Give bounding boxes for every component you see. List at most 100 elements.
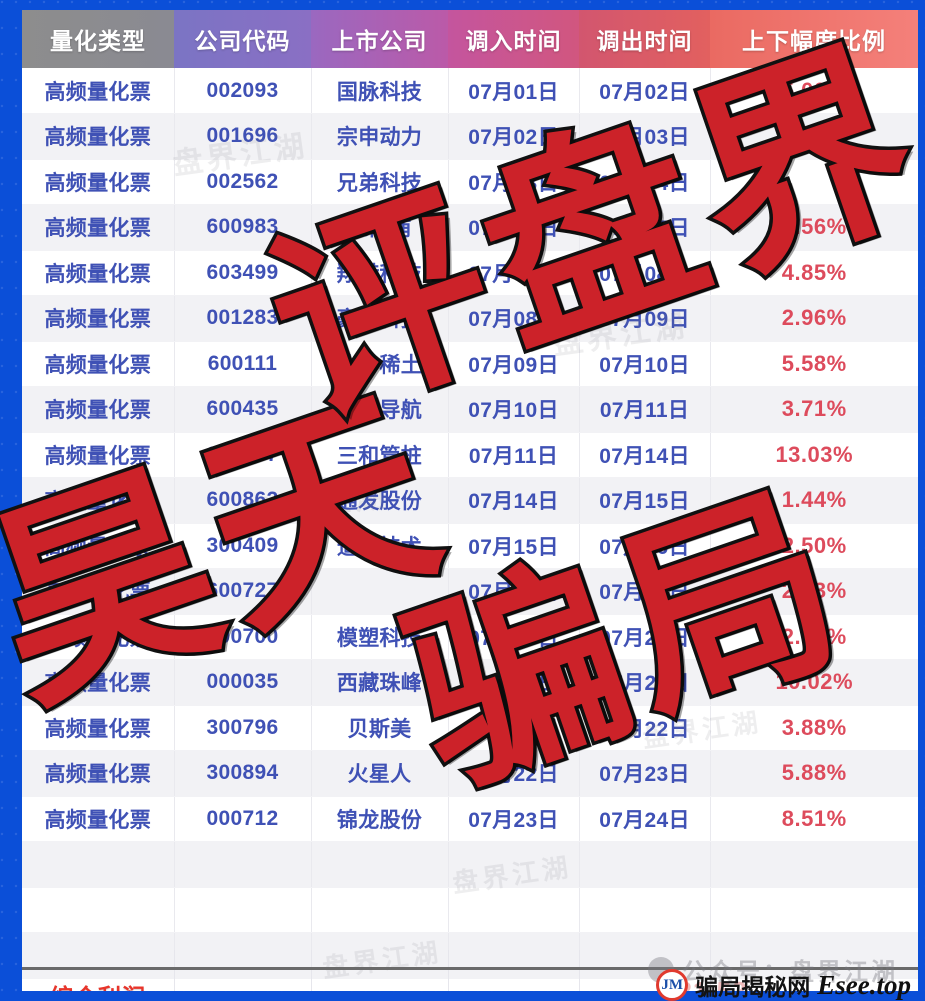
cell-type: 高频量化票 bbox=[22, 341, 175, 387]
table-row[interactable]: 高频量化票 600983 惠而浦 07月04日 07月07日 3.56% bbox=[22, 204, 918, 251]
cell-company: 道氏技术 bbox=[311, 523, 449, 569]
cell-code: 600111 bbox=[174, 341, 312, 387]
cell-date-in: 07月04日 bbox=[448, 204, 580, 251]
table-row[interactable]: 高频量化票 600727 07月16日 07月17日 2.43% bbox=[22, 568, 918, 615]
table-row-blank[interactable] bbox=[22, 841, 918, 888]
cell-pct bbox=[710, 159, 918, 205]
cell-date-in: 07月02日 bbox=[448, 113, 580, 160]
cell-company: 国脉科技 bbox=[311, 68, 449, 114]
table-row[interactable]: 高频量化票 600862 通发股份 07月14日 07月15日 1.44% bbox=[22, 477, 918, 524]
cell-date-out: 07月03日 bbox=[579, 113, 711, 160]
spreadsheet-sheet: 盘界江湖 盘界江湖 盘界江湖 量化类型 公司代码 上市公司 调入时间 调出时间 … bbox=[22, 10, 918, 991]
cell-company: 三和管桩 bbox=[311, 432, 449, 478]
cell-pct: 4.85% bbox=[710, 250, 918, 296]
summary-label: 综合利润 bbox=[50, 978, 146, 991]
table-row[interactable]: 高频量化票 000035 西藏珠峰 07月20日 07月21日 10.02% bbox=[22, 659, 918, 706]
table-row[interactable]: 高频量化票 600435 北方导航 07月10日 07月11日 3.71% bbox=[22, 386, 918, 433]
cell-company: 北方导航 bbox=[311, 386, 449, 433]
cell-company: 翔港科技 bbox=[311, 250, 449, 296]
cell-company: 豪鹏科技 bbox=[311, 295, 449, 342]
cell-company: 兄弟科技 bbox=[311, 159, 449, 205]
cell-code: 600983 bbox=[174, 204, 312, 251]
cell-blank bbox=[448, 887, 580, 933]
cell-code: 002562 bbox=[174, 159, 312, 205]
cell-date-out: 07月02日 bbox=[579, 68, 711, 114]
cell-date-in: 07月08日 bbox=[448, 295, 580, 342]
column-header-company[interactable]: 上市公司 bbox=[311, 10, 448, 68]
cell-date-out: 07月23日 bbox=[579, 750, 711, 797]
table-header: 量化类型 公司代码 上市公司 调入时间 调出时间 上下幅度比例 bbox=[22, 10, 918, 68]
cell-type: 高频量化票 bbox=[22, 113, 175, 160]
cell-type: 高频量化票 bbox=[22, 796, 175, 842]
cell-pct: 3.71% bbox=[710, 386, 918, 433]
site-badge-domain: Esee.top bbox=[817, 969, 911, 1000]
table-row[interactable]: 高频量化票 001283 豪鹏科技 07月08日 07月09日 2.96% bbox=[22, 295, 918, 342]
cell-blank bbox=[710, 841, 918, 888]
column-header-date-out[interactable]: 调出时间 bbox=[579, 10, 710, 68]
cell-date-in: 07月07日 bbox=[448, 250, 580, 296]
cell-type: 高频量化票 bbox=[22, 432, 175, 478]
cell-blank bbox=[710, 932, 918, 979]
cell-blank bbox=[448, 841, 580, 888]
quant-stock-table: 量化类型 公司代码 上市公司 调入时间 调出时间 上下幅度比例 高频量化票 002… bbox=[22, 10, 918, 979]
cell-date-out: 07月10日 bbox=[579, 341, 711, 387]
table-row[interactable]: 高频量化票 000712 锦龙股份 07月23日 07月24日 8.51% bbox=[22, 796, 918, 842]
grid-line bbox=[448, 950, 449, 991]
cell-date-out: 07月14日 bbox=[579, 432, 711, 478]
table-row-blank[interactable] bbox=[22, 932, 918, 979]
table-row[interactable]: 高频量化票 603499 翔港科技 07月07日 07月08日 4.85% bbox=[22, 250, 918, 296]
cell-pct: 5.88% bbox=[710, 750, 918, 797]
cell-code: 600862 bbox=[174, 477, 312, 524]
cell-pct: 13.03% bbox=[710, 432, 918, 478]
cell-blank bbox=[174, 932, 312, 979]
cell-type: 高频量化票 bbox=[22, 68, 175, 114]
table-row[interactable]: 高频量化票 002562 兄弟科技 07月03日 07月04日 bbox=[22, 159, 918, 205]
cell-date-out: 07月09日 bbox=[579, 295, 711, 342]
cell-company: 模塑科技 bbox=[311, 614, 449, 660]
cell-blank bbox=[22, 887, 175, 933]
cell-pct: 5.00% bbox=[710, 68, 918, 114]
cell-type: 高频量化票 bbox=[22, 523, 175, 569]
table-row[interactable]: 高频量化票 000700 模塑科技 07月17日 07月20日 2.39% bbox=[22, 614, 918, 660]
cell-date-in: 07月10日 bbox=[448, 386, 580, 433]
cell-pct: 3.88% bbox=[710, 705, 918, 751]
summary-divider bbox=[22, 967, 918, 970]
cell-blank bbox=[22, 841, 175, 888]
cell-pct: 3.56% bbox=[710, 204, 918, 251]
cell-pct: 5.58% bbox=[710, 341, 918, 387]
cell-code: 600727 bbox=[174, 568, 312, 615]
cell-company: 宗申动力 bbox=[311, 113, 449, 160]
table-row[interactable]: 高频量化票 600111 北方稀土 07月09日 07月10日 5.58% bbox=[22, 341, 918, 387]
cell-pct bbox=[710, 113, 918, 160]
cell-company: 贝斯美 bbox=[311, 705, 449, 751]
site-badge[interactable]: 骗局揭秘网 Esee.top bbox=[656, 968, 911, 1001]
cell-date-out: 07月04日 bbox=[579, 159, 711, 205]
table-row[interactable]: 高频量化票 002093 国脉科技 07月01日 07月02日 5.00% bbox=[22, 68, 918, 114]
column-header-date-in[interactable]: 调入时间 bbox=[448, 10, 579, 68]
cell-code: 003037 bbox=[174, 432, 312, 478]
table-row[interactable]: 高频量化票 003037 三和管桩 07月11日 07月14日 13.03% bbox=[22, 432, 918, 478]
cell-company: 锦龙股份 bbox=[311, 796, 449, 842]
cell-date-out: 07月11日 bbox=[579, 386, 711, 433]
table-row[interactable]: 高频量化票 001696 宗申动力 07月02日 07月03日 bbox=[22, 113, 918, 160]
grid-line bbox=[579, 950, 580, 991]
cell-type: 高频量化票 bbox=[22, 295, 175, 342]
cell-pct: 2.96% bbox=[710, 295, 918, 342]
table-row[interactable]: 高频量化票 300796 贝斯美 07月21日 07月22日 3.88% bbox=[22, 705, 918, 751]
table-row[interactable]: 高频量化票 300409 道氏技术 07月15日 07月16日 2.50% bbox=[22, 523, 918, 569]
column-header-code[interactable]: 公司代码 bbox=[174, 10, 311, 68]
cell-date-in: 07月03日 bbox=[448, 159, 580, 205]
column-header-type[interactable]: 量化类型 bbox=[22, 10, 174, 68]
cell-company: 惠而浦 bbox=[311, 204, 449, 251]
cell-blank bbox=[311, 887, 449, 933]
table-row[interactable]: 高频量化票 300894 火星人 07月22日 07月23日 5.88% bbox=[22, 750, 918, 797]
cell-date-out: 07月17日 bbox=[579, 568, 711, 615]
grid-line bbox=[174, 950, 175, 991]
cell-blank bbox=[579, 932, 711, 979]
cell-code: 001696 bbox=[174, 113, 312, 160]
cell-blank bbox=[174, 841, 312, 888]
table-row-blank[interactable] bbox=[22, 887, 918, 933]
cell-date-out: 07月07日 bbox=[579, 204, 711, 251]
cell-pct: 2.39% bbox=[710, 614, 918, 660]
column-header-pct[interactable]: 上下幅度比例 bbox=[710, 10, 918, 68]
